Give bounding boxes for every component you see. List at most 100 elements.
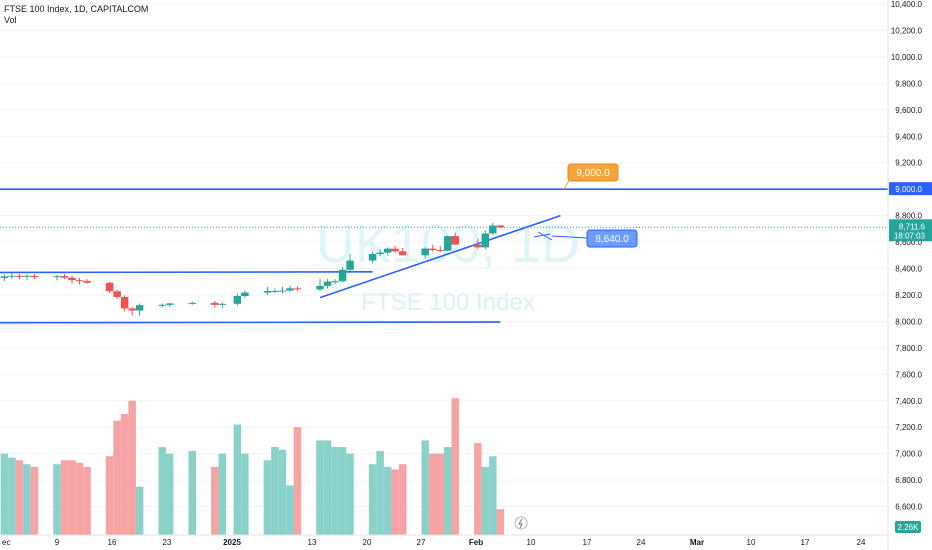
candle-body [105,282,114,292]
time-tick-label: 10 [747,538,756,547]
level-tag: 9,000.0 [895,185,922,194]
price-tick-label: 10,000.0 [891,53,923,62]
volume-bar [165,453,174,535]
price-tick-label: 7,400.0 [895,397,922,406]
candle-body [278,290,287,292]
candle-body [338,269,347,282]
volume-tag: 2.26K [898,523,920,532]
chart-title: FTSE 100 Index, 1D, CAPITALCOM [4,4,149,14]
time-tick-label: 23 [163,538,172,547]
projection-label-box [586,229,638,248]
price-tick-label: 7,800.0 [895,344,922,353]
volume-bar [331,447,339,535]
volume-bar [105,456,114,535]
candle-body [113,291,121,297]
candle-body [263,290,272,293]
volume-bar [128,400,136,535]
time-tick-label: Feb [469,538,483,547]
candle-body [286,288,294,291]
price-tick-label: 6,800.0 [895,476,922,485]
trend-line [319,214,561,299]
annotations[interactable]: 9,000.0 8,640.0 [0,163,888,530]
volume-bar [474,443,482,535]
volume-bar [286,485,294,535]
projection-pointer [551,235,588,239]
candle-body [346,260,354,270]
candle-body [0,276,9,279]
time-tick-label: 20 [363,538,372,547]
cross-icon [533,231,553,241]
candle-body [60,276,69,278]
projection-label: 8,640.0 [595,234,629,245]
candle-body [211,302,219,305]
last-price-box [889,219,932,242]
candle-body [15,275,24,277]
volume-bar [443,447,452,535]
lightning-glyph [518,518,523,529]
last-price: 8,711.6 [899,222,926,231]
candle-body [135,305,144,311]
price-tick-label: 8,200.0 [895,291,922,300]
watermark-name: FTSE 100 Index [361,289,534,316]
volume-bar [23,464,31,535]
volume-bar [428,453,437,535]
candle-body [496,225,505,228]
price-tick-label: 8,400.0 [895,265,922,274]
time-tick-label: 27 [417,538,426,547]
price-tick-label: 7,000.0 [895,450,922,459]
candle-body [158,304,166,306]
candle-body [391,248,399,252]
volume-bar [436,453,444,535]
price-tick-label: 7,600.0 [895,370,922,379]
price-axis[interactable]: 10,400.0 10,200.0 10,000.0 9,800.0 9,600.0 9,… [889,0,932,533]
time-tick-label: Mar [690,538,704,547]
volume-bar [15,460,24,535]
candle-body [451,236,460,245]
volume-bar [421,440,429,535]
volume-bar [338,447,347,535]
candle-body [428,248,437,250]
volume-bar [481,466,490,535]
candle-body [68,277,76,281]
volume-bar [60,460,69,535]
volume-bar [135,486,144,535]
volume-bar [241,453,249,535]
candle-body [271,290,279,292]
candle-body [383,248,392,253]
price-tick-label: 10,200.0 [891,26,923,35]
candle-body [474,244,482,248]
volume-bar [83,466,91,535]
volume-bar [0,453,9,535]
time-tick-label: 17 [801,538,810,547]
candle-body [331,281,339,283]
candle-body [241,292,249,297]
candle-body [218,303,227,305]
volume-bar [368,464,377,535]
volume-bar [30,466,39,535]
trend-line [0,271,373,274]
time-tick-label: 9 [55,538,60,547]
candle-body [233,296,242,304]
volume-bar [323,440,332,535]
lightning-icon [514,516,528,530]
time-tick-label: 13 [308,538,317,547]
price-tick-label: 8,000.0 [895,317,922,326]
candle-body [75,280,84,282]
trend-lines[interactable] [0,188,888,324]
volume-bar [496,509,505,535]
volume-bars [0,398,505,535]
volume-bar [233,424,242,535]
time-tick-label: 24 [857,538,866,547]
candle-body [23,275,31,277]
volume-tag-box [895,521,921,533]
candle-body [30,275,39,278]
candle-body [316,285,324,290]
volume-bar [489,456,497,535]
time-tick-label: ec [2,538,10,547]
candle-body [443,236,452,251]
time-axis[interactable]: ec 9 16 23 2025 13 20 27 Feb 10 17 24 Mar 10 17 24 [2,538,866,547]
volume-bar [211,466,219,535]
candle-body [53,276,61,278]
candle-body [165,303,174,305]
